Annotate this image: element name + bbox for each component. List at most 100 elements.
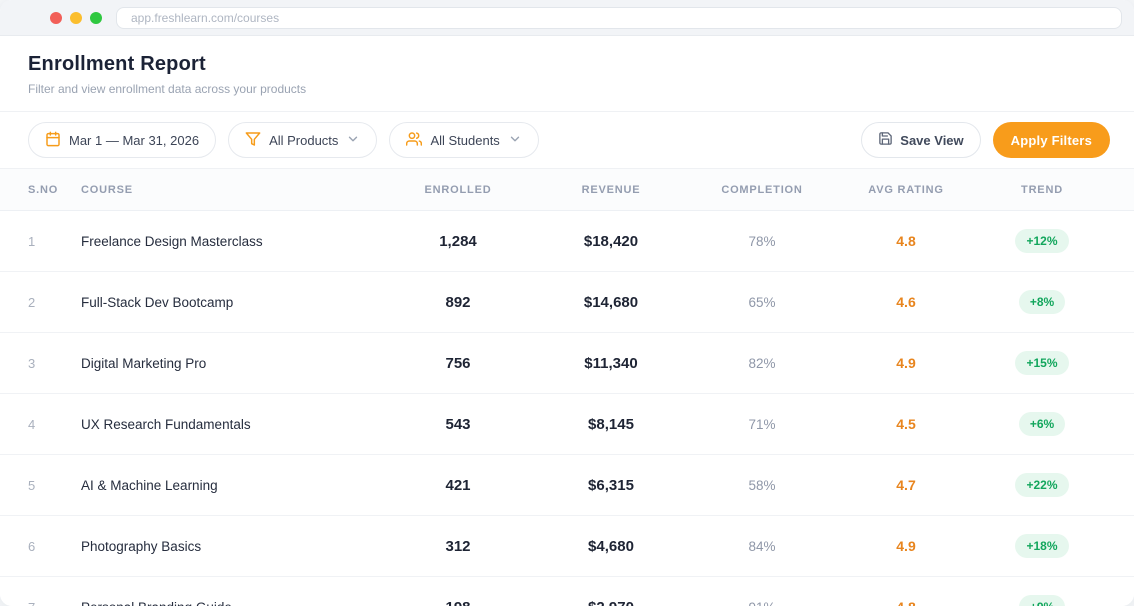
funnel-icon [245,131,261,150]
browser-chrome: app.freshlearn.com/courses [0,0,1134,36]
cell-trend: +8% [978,290,1106,314]
maximize-window-icon[interactable] [90,11,102,24]
page-header: Enrollment Report Filter and view enroll… [0,36,1134,112]
cell-trend: +15% [978,351,1106,375]
cell-course: Digital Marketing Pro [81,355,207,371]
date-range-label: Mar 1 — Mar 31, 2026 [69,132,200,148]
cell-avg-rating: 4.7 [896,477,916,493]
cell-course: UX Research Fundamentals [81,416,251,432]
products-filter-label: All Products [269,132,339,148]
cell-trend: +9% [978,595,1106,606]
cell-sno: 5 [28,477,36,493]
cell-trend: +12% [978,229,1106,253]
table-row[interactable]: 2 Full-Stack Dev Bootcamp 892 $14,680 65… [0,272,1134,333]
cell-sno: 4 [28,416,36,432]
cell-avg-rating: 4.8 [834,599,978,606]
page-title: Enrollment Report [28,53,206,75]
url-text: app.freshlearn.com/courses [131,10,280,25]
cell-revenue: $18,420 [583,232,639,250]
filter-bar: Mar 1 — Mar 31, 2026 All Products All St… [0,112,1134,169]
table-body: 1 Freelance Design Masterclass 1,284 $18… [0,211,1134,606]
users-icon [406,131,423,150]
cell-trend: +18% [978,534,1106,558]
column-header-sno: S.NO [28,183,59,196]
cell-sno: 6 [28,538,36,554]
column-header-course: COURSE [81,183,133,196]
cell-avg-rating: 4.9 [896,355,916,371]
cell-completion: 84% [748,538,776,554]
cell-enrolled: 756 [445,354,471,372]
save-view-label: Save View [900,132,964,148]
cell-avg-rating: 4.8 [896,233,916,249]
cell-course: Photography Basics [81,538,202,554]
cell-enrolled: 892 [445,293,471,311]
save-icon [878,131,893,149]
page-subtitle: Filter and view enrollment data across y… [28,82,307,96]
cell-revenue: $2,970 [532,599,690,606]
cell-course: Personal Branding Guide [66,600,384,606]
cell-revenue: $6,315 [588,476,634,494]
minimize-window-icon[interactable] [70,11,82,24]
students-filter-dropdown[interactable]: All Students [389,122,539,158]
trend-badge: +15% [1015,351,1069,375]
chevron-down-icon [508,132,522,149]
cell-avg-rating: 4.6 [896,294,916,310]
table-row[interactable]: 3 Digital Marketing Pro 756 $11,340 82% … [0,333,1134,394]
save-view-button[interactable]: Save View [861,122,981,158]
products-filter-dropdown[interactable]: All Products [228,122,378,158]
table-row[interactable]: 1 Freelance Design Masterclass 1,284 $18… [0,211,1134,272]
apply-filters-button[interactable]: Apply Filters [992,122,1110,158]
chevron-down-icon [346,132,360,149]
cell-completion: 91% [690,600,834,606]
table-row[interactable]: 5 AI & Machine Learning 421 $6,315 58% 4… [0,455,1134,516]
cell-enrolled: 312 [445,537,471,555]
cell-revenue: $11,340 [584,354,638,372]
cell-trend: +6% [978,412,1106,436]
cell-revenue: $14,680 [583,293,639,311]
column-header-completion: COMPLETION [721,183,803,196]
cell-enrolled: 421 [445,476,471,494]
column-header-revenue: REVENUE [581,183,641,196]
cell-enrolled: 198 [384,599,532,606]
table-header: S.NO COURSE ENROLLED REVENUE COMPLETION … [0,169,1134,211]
cell-avg-rating: 4.5 [896,416,916,432]
cell-completion: 82% [748,355,776,371]
date-range-filter[interactable]: Mar 1 — Mar 31, 2026 [28,122,217,158]
column-header-enrolled: ENROLLED [424,183,492,196]
column-header-avg-rating: AVG RATING [868,183,944,196]
cell-sno: 3 [28,355,36,371]
close-window-icon[interactable] [50,11,62,24]
cell-course: Full-Stack Dev Bootcamp [81,294,234,310]
trend-badge: +6% [1018,412,1066,436]
cell-sno: 2 [28,294,36,310]
apply-filters-label: Apply Filters [1010,132,1092,148]
calendar-icon [45,131,61,150]
cell-sno: 7 [0,600,66,606]
cell-enrolled: 1,284 [439,232,477,250]
table-row[interactable]: 4 UX Research Fundamentals 543 $8,145 71… [0,394,1134,455]
cell-trend: +22% [978,473,1106,497]
table-row[interactable]: 6 Photography Basics 312 $4,680 84% 4.9 … [0,516,1134,577]
cell-course: Freelance Design Masterclass [81,233,263,249]
trend-badge: +8% [1018,290,1066,314]
column-header-trend: TREND [1021,183,1063,196]
cell-enrolled: 543 [445,415,471,433]
students-filter-label: All Students [430,132,500,148]
table-row[interactable]: 7 Personal Branding Guide 198 $2,970 91%… [0,577,1134,606]
cell-sno: 1 [28,233,36,249]
cell-revenue: $8,145 [588,415,634,433]
cell-avg-rating: 4.9 [896,538,916,554]
cell-revenue: $4,680 [588,537,634,555]
cell-course: AI & Machine Learning [81,477,218,493]
cell-completion: 78% [748,233,776,249]
window-controls [50,11,102,24]
trend-badge: +9% [1018,595,1066,606]
trend-badge: +22% [1015,473,1069,497]
cell-completion: 71% [748,416,776,432]
url-bar[interactable]: app.freshlearn.com/courses [116,6,1122,29]
trend-badge: +18% [1015,534,1069,558]
trend-badge: +12% [1015,229,1069,253]
cell-completion: 65% [748,294,776,310]
cell-completion: 58% [748,477,776,493]
